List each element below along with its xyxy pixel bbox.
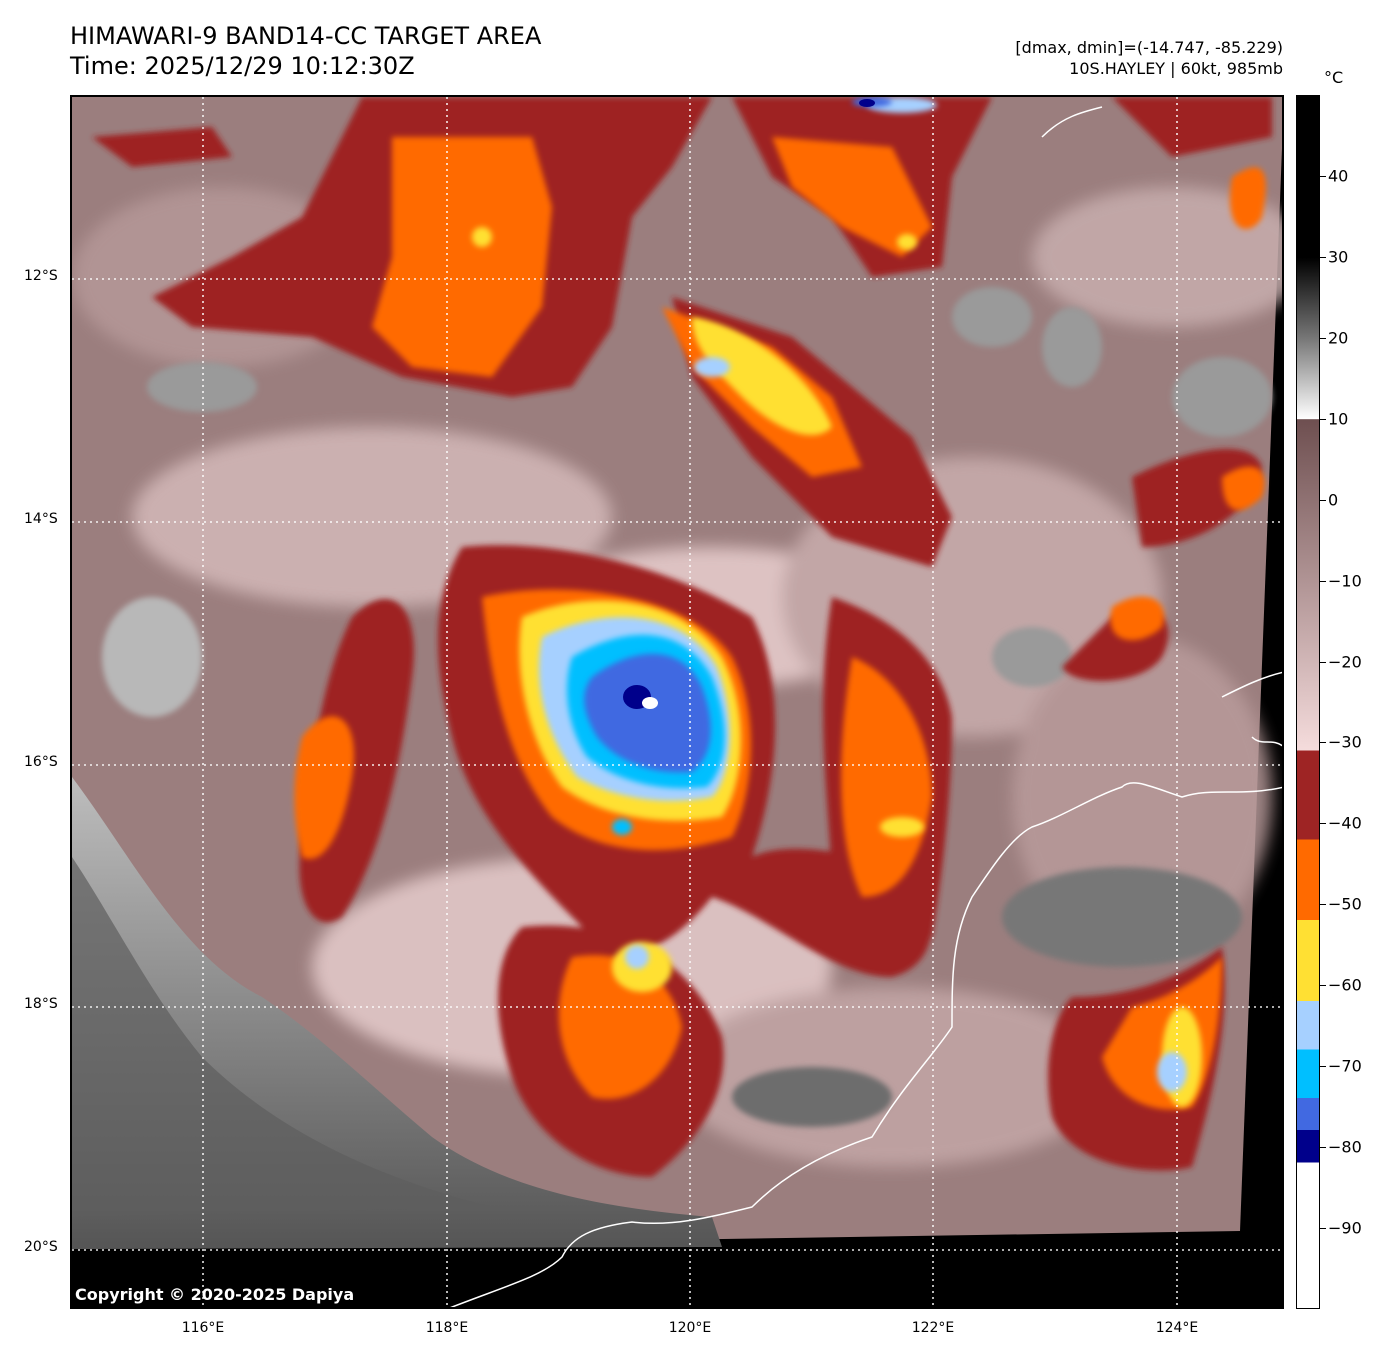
colorbar-tick [1320, 742, 1326, 744]
grey-clear-patches [102, 287, 1272, 1127]
colorbar-tick [1320, 580, 1326, 582]
graticule [72, 97, 1282, 1307]
lat-label: 16°S [24, 754, 58, 770]
data-range-label: [dmax, dmin]=(-14.747, -85.229) [1015, 38, 1283, 57]
colorbar-tick [1320, 1147, 1326, 1149]
lon-label: 118°E [425, 1320, 469, 1336]
lat-label: 14°S [24, 511, 58, 527]
lon-label: 116°E [181, 1320, 225, 1336]
storm-info-label: 10S.HAYLEY | 60kt, 985mb [1069, 59, 1283, 78]
lon-label: 122°E [911, 1320, 955, 1336]
colorbar-tick-label: −90 [1328, 1218, 1362, 1238]
colorbar-tick-label: −50 [1328, 894, 1362, 914]
colorbar-tick [1320, 904, 1326, 906]
lon-label: 120°E [668, 1320, 712, 1336]
colorbar-tick-label: −20 [1328, 652, 1362, 672]
colorbar-tick-label: −30 [1328, 732, 1362, 752]
colorbar-unit: °C [1324, 68, 1344, 87]
colorbar-tick [1320, 256, 1326, 258]
colorbar-tick-label: −60 [1328, 975, 1362, 995]
copyright-label: Copyright © 2020-2025 Dapiya [75, 1285, 355, 1304]
colorbar-tick-label: 20 [1328, 328, 1349, 348]
colorbar-tick [1320, 337, 1326, 339]
cloud-navy [623, 99, 875, 709]
colorbar-tick [1320, 175, 1326, 177]
chart-title-line1: HIMAWARI-9 BAND14-CC TARGET AREA [70, 22, 542, 50]
chart-title-line2: Time: 2025/12/29 10:12:30Z [70, 52, 415, 80]
colorbar-tick-label: −70 [1328, 1056, 1362, 1076]
lat-label: 18°S [24, 996, 58, 1012]
lat-label: 20°S [24, 1239, 58, 1255]
colorbar-tick [1320, 1066, 1326, 1068]
colorbar-tick [1320, 499, 1326, 501]
colorbar-tick-label: 30 [1328, 247, 1349, 267]
colorbar-tick-label: 40 [1328, 166, 1349, 186]
coastline [450, 106, 1282, 1307]
colorbar-tick-label: 10 [1328, 409, 1349, 429]
colorbar-tick [1320, 418, 1326, 420]
colorbar [1296, 95, 1320, 1309]
colorbar-tick-label: 0 [1328, 490, 1339, 510]
satellite-imagery [72, 97, 1282, 1307]
colorbar-tick-label: −40 [1328, 813, 1362, 833]
colorbar-tick [1320, 1228, 1326, 1230]
colorbar-tick [1320, 823, 1326, 825]
colorbar-tick [1320, 985, 1326, 987]
colorbar-tick-label: −10 [1328, 571, 1362, 591]
satellite-image [70, 95, 1284, 1309]
colorbar-tick-label: −80 [1328, 1137, 1362, 1157]
colorbar-tick [1320, 661, 1326, 663]
lat-label: 12°S [24, 268, 58, 284]
lon-label: 124°E [1155, 1320, 1199, 1336]
